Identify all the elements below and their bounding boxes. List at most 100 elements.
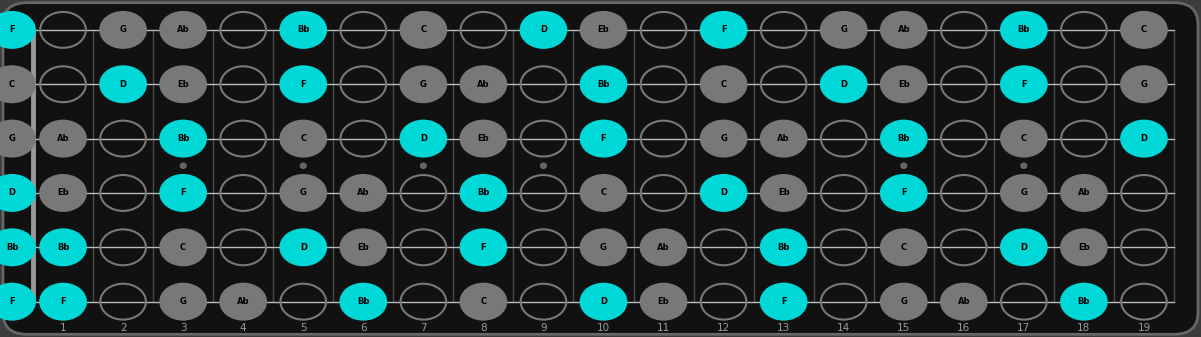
Text: Bb: Bb <box>56 243 70 252</box>
Text: D: D <box>8 188 16 197</box>
Ellipse shape <box>0 229 35 265</box>
Text: F: F <box>480 243 486 252</box>
Ellipse shape <box>41 175 86 211</box>
Text: C: C <box>721 80 727 89</box>
Ellipse shape <box>760 175 806 211</box>
Text: D: D <box>600 297 607 306</box>
Text: 5: 5 <box>300 323 306 333</box>
Text: E: E <box>11 23 19 36</box>
Ellipse shape <box>160 229 207 265</box>
Ellipse shape <box>1121 121 1166 157</box>
Ellipse shape <box>220 284 265 319</box>
Ellipse shape <box>160 121 207 157</box>
Text: F: F <box>721 25 727 34</box>
Text: G: G <box>180 297 186 306</box>
Text: D: D <box>1021 243 1027 252</box>
Ellipse shape <box>821 12 866 48</box>
Text: G: G <box>420 80 426 89</box>
Ellipse shape <box>340 175 387 211</box>
Text: C: C <box>8 80 16 89</box>
Ellipse shape <box>160 66 207 102</box>
Ellipse shape <box>160 175 207 211</box>
Ellipse shape <box>882 12 927 48</box>
Text: Ab: Ab <box>56 134 70 143</box>
Ellipse shape <box>1000 66 1046 102</box>
Text: G: G <box>1021 188 1027 197</box>
Text: Ab: Ab <box>957 297 970 306</box>
Text: Bb: Bb <box>6 243 18 252</box>
Text: 3: 3 <box>180 323 186 333</box>
Text: D: D <box>1141 134 1147 143</box>
Text: D: D <box>420 134 426 143</box>
Ellipse shape <box>882 66 927 102</box>
Text: Eb: Eb <box>658 297 669 306</box>
Ellipse shape <box>1000 121 1046 157</box>
Ellipse shape <box>901 162 908 169</box>
Text: G: G <box>721 134 727 143</box>
Ellipse shape <box>0 121 35 157</box>
Ellipse shape <box>280 175 327 211</box>
Text: Ab: Ab <box>357 188 370 197</box>
Text: Bb: Bb <box>357 297 370 306</box>
Text: D: D <box>120 80 126 89</box>
Text: 2: 2 <box>120 323 126 333</box>
Text: 1: 1 <box>60 323 66 333</box>
Text: 11: 11 <box>657 323 670 333</box>
Text: 12: 12 <box>717 323 730 333</box>
Text: 8: 8 <box>480 323 486 333</box>
Text: C: C <box>901 243 907 252</box>
Text: D: D <box>10 186 20 200</box>
Text: Ab: Ab <box>237 297 250 306</box>
Text: C: C <box>300 134 306 143</box>
Text: Eb: Eb <box>358 243 369 252</box>
Ellipse shape <box>1000 12 1046 48</box>
Ellipse shape <box>1060 229 1106 265</box>
Ellipse shape <box>701 66 746 102</box>
Ellipse shape <box>882 284 927 319</box>
Ellipse shape <box>101 66 145 102</box>
Text: 13: 13 <box>777 323 790 333</box>
Ellipse shape <box>340 229 387 265</box>
Text: G: G <box>300 188 306 197</box>
Ellipse shape <box>581 229 627 265</box>
Ellipse shape <box>280 12 327 48</box>
Ellipse shape <box>460 229 506 265</box>
Ellipse shape <box>41 229 86 265</box>
Text: F: F <box>300 80 306 89</box>
Ellipse shape <box>581 121 627 157</box>
Ellipse shape <box>400 66 446 102</box>
Text: Ab: Ab <box>1077 188 1091 197</box>
Ellipse shape <box>701 175 746 211</box>
Text: E: E <box>11 295 19 308</box>
Ellipse shape <box>1121 66 1166 102</box>
Text: Eb: Eb <box>178 80 189 89</box>
Text: Eb: Eb <box>1078 243 1089 252</box>
Ellipse shape <box>539 162 546 169</box>
Text: Ab: Ab <box>657 243 670 252</box>
Ellipse shape <box>581 66 627 102</box>
Text: D: D <box>841 80 847 89</box>
Text: D: D <box>721 188 727 197</box>
Text: 15: 15 <box>897 323 910 333</box>
Ellipse shape <box>1060 175 1106 211</box>
Ellipse shape <box>942 284 986 319</box>
Text: D: D <box>540 25 546 34</box>
Ellipse shape <box>1121 12 1166 48</box>
Text: Bb: Bb <box>297 25 310 34</box>
Text: G: G <box>8 134 16 143</box>
Ellipse shape <box>701 121 746 157</box>
Text: Eb: Eb <box>478 134 489 143</box>
Text: 19: 19 <box>1137 323 1151 333</box>
Ellipse shape <box>882 175 927 211</box>
Text: 9: 9 <box>540 323 546 333</box>
Ellipse shape <box>0 12 35 48</box>
Ellipse shape <box>882 121 927 157</box>
Text: C: C <box>480 297 486 306</box>
Text: G: G <box>901 297 907 306</box>
Text: 6: 6 <box>360 323 366 333</box>
Text: Bb: Bb <box>897 134 910 143</box>
Ellipse shape <box>280 229 327 265</box>
Text: C: C <box>600 188 607 197</box>
Ellipse shape <box>760 284 806 319</box>
Text: Ab: Ab <box>177 25 190 34</box>
